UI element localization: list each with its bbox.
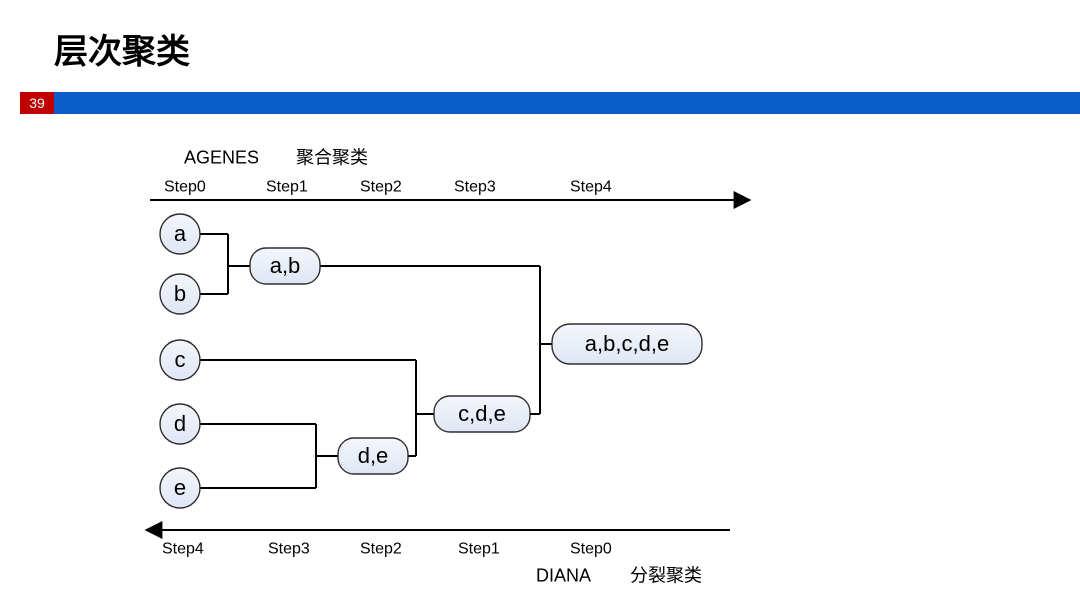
cluster-node-label: a <box>174 221 187 246</box>
cluster-node-label: c <box>175 347 186 372</box>
section-label: 聚合聚类 <box>296 147 368 167</box>
axis-step-label: Step2 <box>360 541 402 558</box>
section-label: DIANA <box>536 565 591 585</box>
axis-step-label: Step1 <box>458 541 500 558</box>
axis-step-label: Step2 <box>360 179 402 196</box>
axis-step-label: Step3 <box>268 541 310 558</box>
cluster-node-label: a,b <box>270 253 301 278</box>
axis-step-label: Step0 <box>164 179 206 196</box>
axis-step-label: Step4 <box>162 541 204 558</box>
axis-step-label: Step3 <box>454 179 496 196</box>
axis-step-label: Step4 <box>570 179 612 196</box>
cluster-node-label: d <box>174 411 186 436</box>
cluster-node-label: c,d,e <box>458 401 506 426</box>
section-label: AGENES <box>184 147 259 167</box>
cluster-node-label: d,e <box>358 443 389 468</box>
cluster-diagram: Step0 Step1 Step2 Step3 Step4 Step4 Step3 Step2… <box>0 0 1080 608</box>
cluster-node-label: b <box>174 281 186 306</box>
cluster-node-label: a,b,c,d,e <box>585 331 669 356</box>
cluster-node-label: e <box>174 475 186 500</box>
axis-step-label: Step1 <box>266 179 308 196</box>
section-label: 分裂聚类 <box>630 565 702 585</box>
axis-step-label: Step0 <box>570 541 612 558</box>
